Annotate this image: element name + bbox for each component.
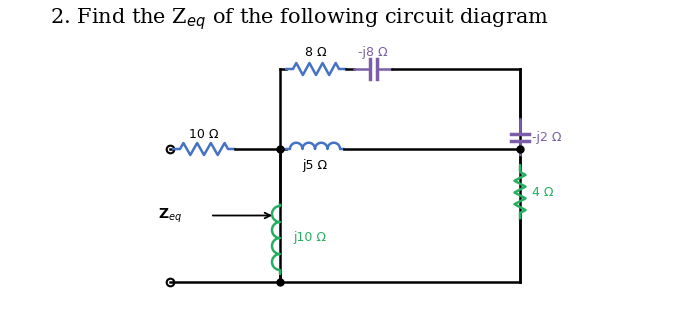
Text: Z$_{eq}$: Z$_{eq}$ [158, 206, 182, 225]
Text: 10 Ω: 10 Ω [189, 128, 218, 141]
Text: j10 Ω: j10 Ω [293, 231, 326, 244]
Text: -j8 Ω: -j8 Ω [358, 46, 388, 59]
Text: 2. Find the Z$_{eq}$ of the following circuit diagram: 2. Find the Z$_{eq}$ of the following ci… [50, 6, 549, 32]
Text: -j2 Ω: -j2 Ω [532, 132, 561, 145]
Text: 8 Ω: 8 Ω [305, 46, 327, 59]
Text: 4 Ω: 4 Ω [532, 186, 554, 199]
Text: j5 Ω: j5 Ω [302, 159, 328, 172]
